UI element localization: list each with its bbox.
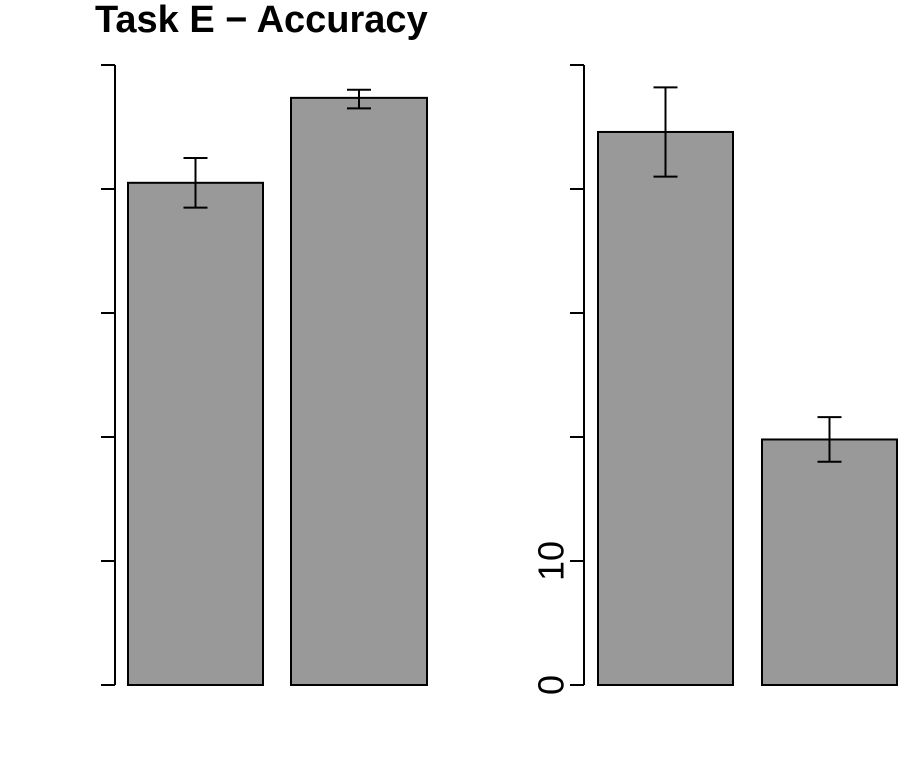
right-panel: 0 10 <box>531 64 898 695</box>
y-tick-label: 0 <box>531 675 572 695</box>
chart-title: Task E − Accuracy <box>95 0 428 41</box>
left-panel <box>101 64 428 687</box>
bar <box>597 130 734 686</box>
bar <box>127 181 264 687</box>
bar <box>290 96 428 687</box>
bar <box>761 438 898 687</box>
y-tick-label: 10 <box>531 541 572 581</box>
